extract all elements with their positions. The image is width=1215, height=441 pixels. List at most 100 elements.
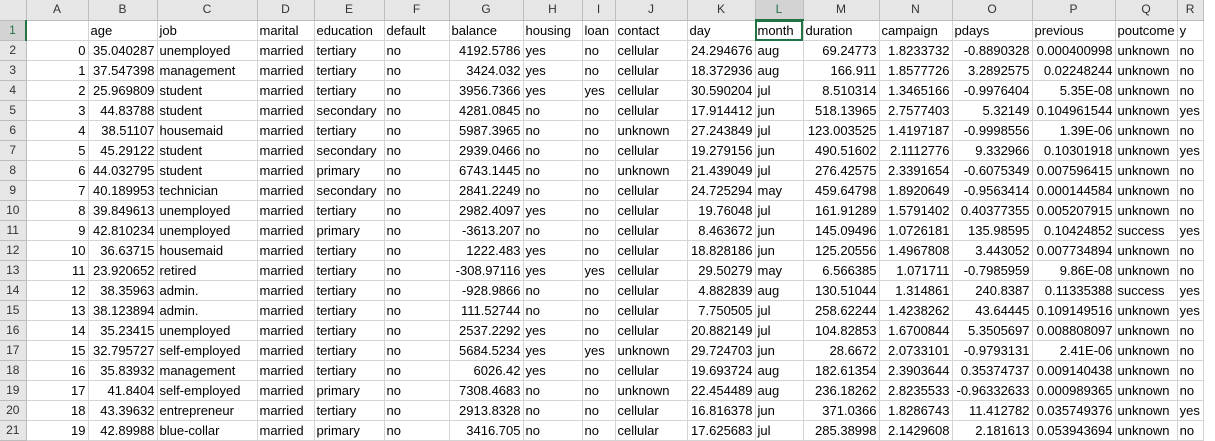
cell-h20[interactable]: no	[523, 400, 583, 421]
cell-p14[interactable]: 0.11335388	[1032, 280, 1116, 301]
cell-o4[interactable]: -0.9976404	[952, 80, 1033, 101]
cell-l10[interactable]: jul	[755, 200, 804, 221]
cell-f5[interactable]: no	[384, 100, 450, 121]
cell-r12[interactable]: no	[1177, 240, 1204, 261]
cell-q14[interactable]: success	[1115, 280, 1178, 301]
cell-c4[interactable]: student	[157, 80, 258, 101]
cell-j8[interactable]: unknown	[615, 160, 688, 181]
cell-o1[interactable]: pdays	[952, 20, 1033, 41]
cell-a9[interactable]: 7	[26, 180, 89, 201]
cell-a16[interactable]: 14	[26, 320, 89, 341]
cell-k21[interactable]: 17.625683	[687, 420, 756, 441]
cell-h5[interactable]: no	[523, 100, 583, 121]
column-header-a[interactable]: A	[26, 0, 89, 21]
cell-r6[interactable]: no	[1177, 120, 1204, 141]
cell-m16[interactable]: 104.82853	[803, 320, 880, 341]
cell-n11[interactable]: 1.0726181	[879, 220, 953, 241]
row-header[interactable]: 6	[0, 120, 27, 141]
cell-q12[interactable]: unknown	[1115, 240, 1178, 261]
cell-q8[interactable]: unknown	[1115, 160, 1178, 181]
cell-m9[interactable]: 459.64798	[803, 180, 880, 201]
cell-r4[interactable]: no	[1177, 80, 1204, 101]
cell-b12[interactable]: 36.63715	[88, 240, 158, 261]
cell-h6[interactable]: no	[523, 120, 583, 141]
cell-a12[interactable]: 10	[26, 240, 89, 261]
cell-o15[interactable]: 43.64445	[952, 300, 1033, 321]
row-header[interactable]: 13	[0, 260, 27, 281]
cell-h4[interactable]: yes	[523, 80, 583, 101]
cell-d13[interactable]: married	[257, 260, 315, 281]
cell-k15[interactable]: 7.750505	[687, 300, 756, 321]
cell-m5[interactable]: 518.13965	[803, 100, 880, 121]
cell-e14[interactable]: tertiary	[314, 280, 385, 301]
cell-k13[interactable]: 29.50279	[687, 260, 756, 281]
cell-f9[interactable]: no	[384, 180, 450, 201]
column-header-e[interactable]: E	[314, 0, 385, 21]
cell-k19[interactable]: 22.454489	[687, 380, 756, 401]
cell-i3[interactable]: no	[582, 60, 616, 81]
column-header-f[interactable]: F	[384, 0, 450, 21]
cell-n20[interactable]: 1.8286743	[879, 400, 953, 421]
cell-j15[interactable]: cellular	[615, 300, 688, 321]
cell-n4[interactable]: 1.3465166	[879, 80, 953, 101]
cell-p12[interactable]: 0.007734894	[1032, 240, 1116, 261]
cell-j7[interactable]: cellular	[615, 140, 688, 161]
cell-f18[interactable]: no	[384, 360, 450, 381]
cell-b20[interactable]: 43.39632	[88, 400, 158, 421]
cell-f3[interactable]: no	[384, 60, 450, 81]
cell-j16[interactable]: cellular	[615, 320, 688, 341]
cell-j4[interactable]: cellular	[615, 80, 688, 101]
cell-j12[interactable]: cellular	[615, 240, 688, 261]
cell-q5[interactable]: unknown	[1115, 100, 1178, 121]
cell-m13[interactable]: 6.566385	[803, 260, 880, 281]
cell-p7[interactable]: 0.10301918	[1032, 140, 1116, 161]
cell-g5[interactable]: 4281.0845	[449, 100, 524, 121]
cell-g15[interactable]: 111.52744	[449, 300, 524, 321]
cell-l7[interactable]: jun	[755, 140, 804, 161]
cell-k17[interactable]: 29.724703	[687, 340, 756, 361]
cell-f14[interactable]: no	[384, 280, 450, 301]
cell-r5[interactable]: yes	[1177, 100, 1204, 121]
cell-r10[interactable]: no	[1177, 200, 1204, 221]
cell-c2[interactable]: unemployed	[157, 40, 258, 61]
cell-o7[interactable]: 9.332966	[952, 140, 1033, 161]
cell-g4[interactable]: 3956.7366	[449, 80, 524, 101]
cell-e6[interactable]: tertiary	[314, 120, 385, 141]
cell-o19[interactable]: -0.96332633	[952, 380, 1033, 401]
cell-f20[interactable]: no	[384, 400, 450, 421]
cell-h18[interactable]: yes	[523, 360, 583, 381]
cell-h19[interactable]: no	[523, 380, 583, 401]
cell-o2[interactable]: -0.8890328	[952, 40, 1033, 61]
cell-m19[interactable]: 236.18262	[803, 380, 880, 401]
cell-h15[interactable]: no	[523, 300, 583, 321]
cell-h17[interactable]: yes	[523, 340, 583, 361]
row-header[interactable]: 19	[0, 380, 27, 401]
cell-f13[interactable]: no	[384, 260, 450, 281]
cell-l15[interactable]: jul	[755, 300, 804, 321]
cell-f10[interactable]: no	[384, 200, 450, 221]
cell-l9[interactable]: may	[755, 180, 804, 201]
cell-l8[interactable]: jul	[755, 160, 804, 181]
cell-e12[interactable]: tertiary	[314, 240, 385, 261]
cell-r7[interactable]: yes	[1177, 140, 1204, 161]
cell-i5[interactable]: no	[582, 100, 616, 121]
cell-d8[interactable]: married	[257, 160, 315, 181]
cell-n16[interactable]: 1.6700844	[879, 320, 953, 341]
cell-r21[interactable]: no	[1177, 420, 1204, 441]
cell-h16[interactable]: yes	[523, 320, 583, 341]
cell-j18[interactable]: cellular	[615, 360, 688, 381]
cell-l6[interactable]: jul	[755, 120, 804, 141]
cell-g17[interactable]: 5684.5234	[449, 340, 524, 361]
cell-d12[interactable]: married	[257, 240, 315, 261]
cell-r11[interactable]: yes	[1177, 220, 1204, 241]
cell-c1[interactable]: job	[157, 20, 258, 41]
cell-r20[interactable]: yes	[1177, 400, 1204, 421]
cell-i19[interactable]: no	[582, 380, 616, 401]
cell-p5[interactable]: 0.104961544	[1032, 100, 1116, 121]
cell-q1[interactable]: poutcome	[1115, 20, 1178, 41]
cell-i4[interactable]: yes	[582, 80, 616, 101]
cell-b10[interactable]: 39.849613	[88, 200, 158, 221]
cell-e20[interactable]: tertiary	[314, 400, 385, 421]
cell-k16[interactable]: 20.882149	[687, 320, 756, 341]
